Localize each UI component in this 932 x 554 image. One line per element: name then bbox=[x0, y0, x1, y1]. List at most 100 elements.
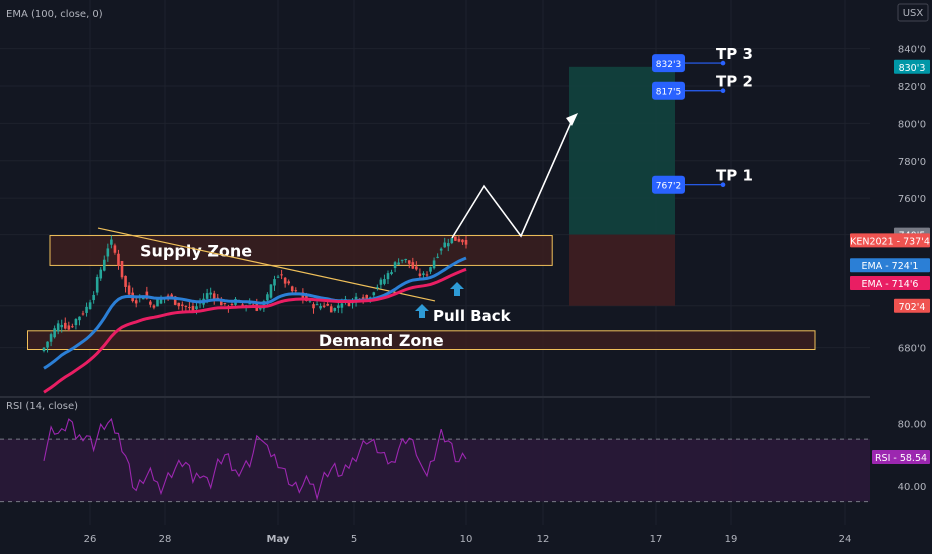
candle bbox=[49, 334, 53, 342]
candle bbox=[63, 322, 67, 329]
candle bbox=[454, 236, 457, 241]
candle bbox=[290, 286, 294, 292]
candle bbox=[71, 326, 74, 328]
candle bbox=[53, 328, 56, 338]
candle bbox=[365, 294, 369, 299]
ema-fast-line bbox=[43, 256, 467, 370]
candle bbox=[177, 302, 181, 307]
projection-line bbox=[451, 117, 574, 239]
price-label-box bbox=[894, 59, 930, 74]
candle bbox=[92, 294, 95, 301]
candle bbox=[287, 281, 290, 284]
candle bbox=[113, 245, 117, 253]
rsi-indicator-label[interactable]: RSI (14, close) bbox=[6, 401, 78, 412]
price-tick: 820'0 bbox=[898, 82, 926, 93]
candle bbox=[308, 300, 312, 302]
candle bbox=[415, 266, 418, 270]
candle bbox=[212, 293, 216, 300]
x-tick: May bbox=[267, 534, 290, 545]
candle bbox=[404, 258, 408, 261]
candle bbox=[106, 248, 110, 257]
supply-zone bbox=[49, 235, 553, 266]
candle bbox=[407, 260, 411, 264]
tp-dot bbox=[720, 182, 726, 188]
rsi-tick: 40.00 bbox=[898, 482, 927, 493]
trendline bbox=[97, 227, 436, 302]
candle bbox=[273, 279, 276, 286]
rsi-band bbox=[0, 439, 870, 502]
candle bbox=[450, 238, 454, 244]
position-box bbox=[569, 66, 675, 306]
candle bbox=[88, 302, 92, 310]
candle bbox=[81, 313, 85, 315]
candle bbox=[390, 272, 393, 274]
candle bbox=[276, 276, 280, 278]
x-tick: 19 bbox=[725, 534, 738, 545]
candle bbox=[95, 276, 99, 293]
candle bbox=[393, 262, 397, 269]
rsi-pane bbox=[0, 417, 870, 503]
price-label: KEN2021 - 737'4 bbox=[850, 236, 930, 247]
candle bbox=[383, 279, 386, 284]
candle bbox=[223, 302, 227, 304]
candle bbox=[220, 298, 223, 306]
candle bbox=[241, 304, 244, 306]
candle bbox=[145, 291, 149, 299]
x-tick: 24 bbox=[839, 534, 852, 545]
price-label: 830'3 bbox=[899, 63, 926, 74]
rsi-tick: 80.00 bbox=[898, 419, 927, 430]
candle bbox=[99, 269, 103, 279]
candle bbox=[326, 304, 329, 306]
candle bbox=[42, 347, 46, 352]
candle bbox=[230, 303, 234, 305]
candle bbox=[461, 239, 464, 243]
candle bbox=[337, 305, 340, 308]
candle bbox=[411, 262, 415, 269]
candle bbox=[248, 303, 251, 305]
candle bbox=[372, 292, 376, 296]
candle bbox=[46, 341, 49, 348]
price-label-box bbox=[894, 298, 930, 313]
rsi-line bbox=[43, 417, 467, 501]
demand-zone bbox=[27, 330, 816, 351]
tp-title: TP 1 bbox=[716, 167, 753, 185]
candle bbox=[74, 318, 78, 326]
candle bbox=[102, 259, 106, 271]
candle bbox=[379, 279, 383, 285]
candle bbox=[443, 242, 447, 248]
price-tick: 780'0 bbox=[898, 157, 926, 168]
x-tick: 10 bbox=[460, 534, 473, 545]
candle bbox=[195, 306, 198, 310]
price-label-box bbox=[850, 233, 930, 248]
candle bbox=[188, 307, 191, 309]
candle bbox=[127, 285, 131, 295]
candle bbox=[322, 305, 326, 307]
axes: 840'0820'0800'0780'0760'0740'5702'4680'0… bbox=[84, 45, 930, 545]
candle bbox=[340, 303, 344, 308]
candle bbox=[425, 274, 429, 276]
price-tick: 760'0 bbox=[898, 194, 926, 205]
candle bbox=[191, 306, 195, 311]
descending-trendline bbox=[97, 227, 436, 302]
tp-box bbox=[652, 175, 685, 194]
candle bbox=[85, 306, 88, 313]
pullback-arrow-right bbox=[450, 282, 464, 296]
candle bbox=[376, 287, 379, 289]
candle bbox=[266, 294, 269, 301]
candle bbox=[418, 273, 422, 276]
tp-dot bbox=[720, 60, 726, 66]
candle bbox=[436, 256, 439, 258]
pullback-arrow-left bbox=[415, 304, 429, 318]
candle bbox=[347, 302, 351, 307]
candle bbox=[283, 277, 287, 284]
candle bbox=[60, 324, 64, 328]
candle bbox=[184, 305, 188, 307]
projection-arrowhead bbox=[566, 113, 578, 126]
currency-label[interactable]: USX bbox=[903, 8, 924, 19]
tp-box bbox=[652, 81, 685, 100]
price-label: 702'4 bbox=[899, 302, 926, 313]
ema-indicator-label[interactable]: EMA (100, close, 0) bbox=[6, 9, 103, 20]
